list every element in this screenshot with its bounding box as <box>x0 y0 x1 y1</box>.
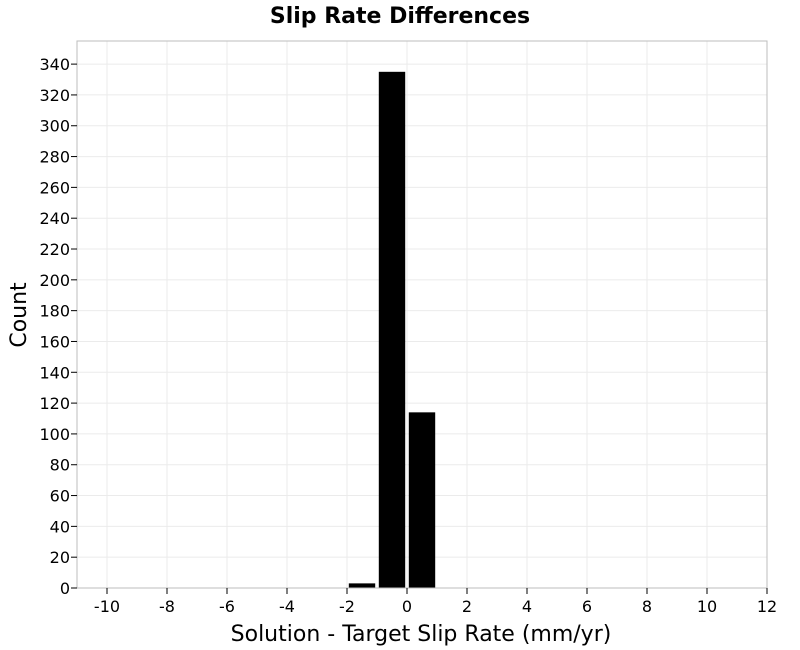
x-tick-label: -8 <box>159 597 175 616</box>
y-tick-label: 120 <box>39 394 70 413</box>
x-tick-label: -2 <box>339 597 355 616</box>
y-tick-label: 20 <box>50 548 70 567</box>
y-tick-label: 220 <box>39 240 70 259</box>
plot-area-border <box>76 40 768 589</box>
x-tick-label: 8 <box>642 597 652 616</box>
y-tick-label: 160 <box>39 332 70 351</box>
x-tick-label: -4 <box>279 597 295 616</box>
y-tick-label: 100 <box>39 425 70 444</box>
y-axis-title: Count <box>7 282 32 348</box>
histogram-bar <box>408 412 436 588</box>
x-tick-label: -10 <box>94 597 120 616</box>
y-tick-label: 60 <box>50 487 70 506</box>
histogram-bar <box>348 583 376 588</box>
x-tick-label: -6 <box>219 597 235 616</box>
x-axis-title: Solution - Target Slip Rate (mm/yr) <box>231 622 612 647</box>
y-tick-label: 140 <box>39 363 70 382</box>
y-tick-label: 300 <box>39 117 70 136</box>
y-tick-label: 320 <box>39 86 70 105</box>
y-axis-ticks: 0 20 40 60 80 100 120 140 160 180 200 220 240 260 280 3… <box>39 55 77 598</box>
y-tick-label: 260 <box>39 178 70 197</box>
x-tick-label: 4 <box>522 597 532 616</box>
y-tick-label: 280 <box>39 148 70 167</box>
x-tick-label: 10 <box>697 597 717 616</box>
y-tick-label: 40 <box>50 517 70 536</box>
y-tick-label: 0 <box>60 579 70 598</box>
histogram-bar <box>378 71 406 589</box>
y-tick-label: 180 <box>39 302 70 321</box>
y-tick-label: 340 <box>39 55 70 74</box>
chart-title: Slip Rate Differences <box>270 4 530 29</box>
x-axis-ticks: -10 -8 -6 -4 -2 0 2 4 6 8 10 12 <box>94 588 777 616</box>
x-tick-label: 2 <box>462 597 472 616</box>
y-tick-label: 80 <box>50 456 70 475</box>
y-tick-label: 240 <box>39 209 70 228</box>
x-tick-label: 12 <box>757 597 777 616</box>
x-tick-label: 0 <box>402 597 412 616</box>
bars <box>348 71 436 589</box>
x-tick-label: 6 <box>582 597 592 616</box>
y-tick-label: 200 <box>39 271 70 290</box>
